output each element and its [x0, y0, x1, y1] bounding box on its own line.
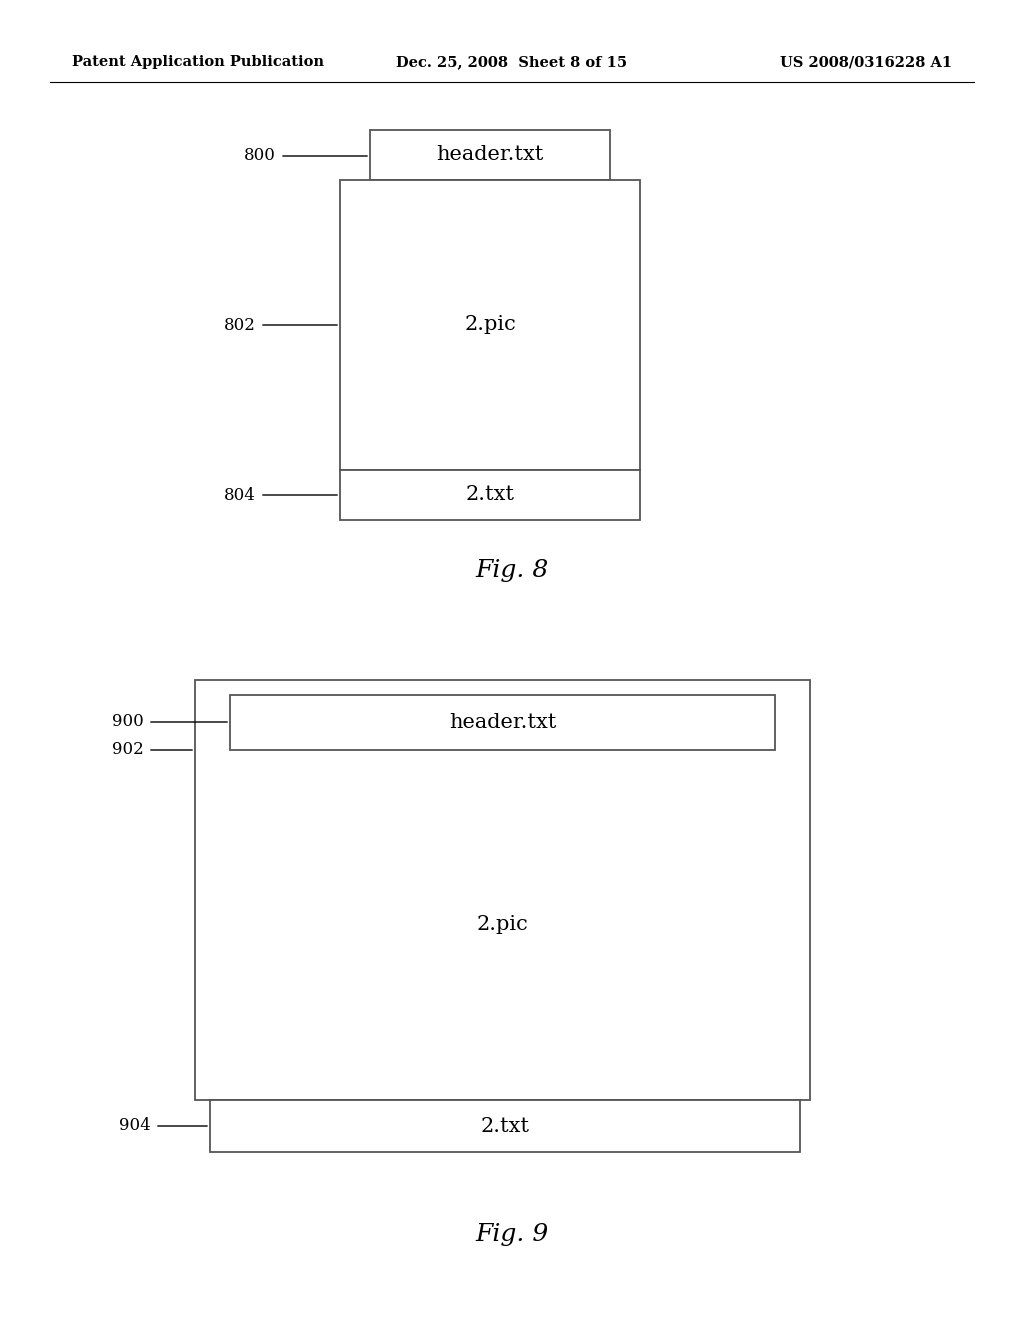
Text: header.txt: header.txt [449, 713, 556, 733]
Text: header.txt: header.txt [436, 145, 544, 165]
Text: US 2008/0316228 A1: US 2008/0316228 A1 [780, 55, 952, 69]
Text: Patent Application Publication: Patent Application Publication [72, 55, 324, 69]
Bar [195, 680, 810, 1100]
Text: 800: 800 [244, 148, 276, 165]
Bar [230, 696, 775, 750]
Text: 902: 902 [113, 742, 144, 759]
Bar [340, 470, 640, 520]
Text: Fig. 9: Fig. 9 [475, 1224, 549, 1246]
Bar [210, 1100, 800, 1152]
Text: 2.txt: 2.txt [480, 1117, 529, 1135]
Text: 802: 802 [224, 317, 256, 334]
Text: 2.txt: 2.txt [466, 486, 514, 504]
Text: Dec. 25, 2008  Sheet 8 of 15: Dec. 25, 2008 Sheet 8 of 15 [396, 55, 628, 69]
Text: 2.pic: 2.pic [464, 315, 516, 334]
Bar [340, 180, 640, 470]
Bar [370, 129, 610, 180]
Text: 904: 904 [119, 1118, 151, 1134]
Text: 2.pic: 2.pic [476, 916, 528, 935]
Text: 804: 804 [224, 487, 256, 503]
Text: 900: 900 [113, 714, 144, 730]
Text: Fig. 8: Fig. 8 [475, 558, 549, 582]
